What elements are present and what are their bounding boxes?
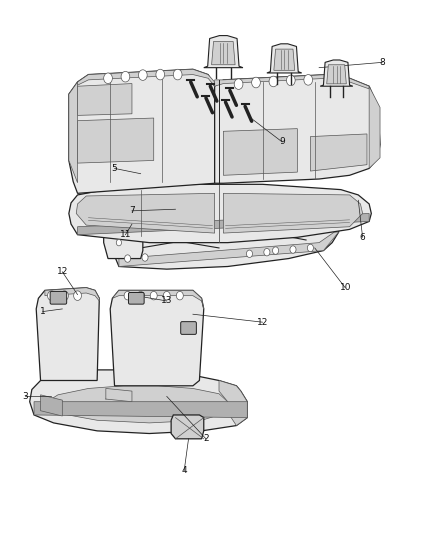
Polygon shape: [119, 232, 339, 266]
Polygon shape: [110, 290, 204, 386]
Circle shape: [156, 69, 165, 80]
Ellipse shape: [113, 207, 131, 236]
Circle shape: [259, 200, 265, 208]
Circle shape: [234, 79, 243, 90]
Circle shape: [146, 206, 152, 213]
Circle shape: [269, 76, 278, 87]
Polygon shape: [311, 134, 367, 171]
Text: 1: 1: [40, 307, 46, 316]
Circle shape: [138, 70, 147, 80]
Text: 4: 4: [181, 466, 187, 475]
Polygon shape: [223, 193, 363, 233]
Text: 12: 12: [257, 318, 268, 327]
Text: 7: 7: [129, 206, 135, 215]
Text: 2: 2: [203, 434, 209, 443]
Polygon shape: [320, 60, 353, 86]
Circle shape: [252, 77, 260, 88]
Circle shape: [247, 250, 253, 257]
Text: 11: 11: [120, 230, 131, 239]
Circle shape: [47, 291, 55, 301]
Polygon shape: [369, 86, 380, 168]
Circle shape: [60, 291, 68, 301]
Polygon shape: [69, 69, 215, 193]
Circle shape: [74, 291, 81, 301]
Text: 8: 8: [379, 58, 385, 67]
Polygon shape: [215, 75, 380, 183]
Text: 13: 13: [161, 296, 173, 305]
Circle shape: [142, 254, 148, 261]
Polygon shape: [171, 415, 204, 439]
Text: 3: 3: [22, 392, 28, 401]
Polygon shape: [223, 128, 297, 175]
Circle shape: [124, 255, 131, 262]
Polygon shape: [219, 381, 247, 425]
Ellipse shape: [154, 216, 180, 237]
Text: 12: 12: [57, 268, 68, 276]
Polygon shape: [110, 195, 339, 269]
Circle shape: [264, 248, 270, 256]
Circle shape: [163, 292, 170, 300]
Circle shape: [304, 75, 313, 85]
Polygon shape: [212, 42, 235, 64]
Polygon shape: [34, 402, 247, 418]
Polygon shape: [274, 49, 295, 70]
Circle shape: [129, 207, 135, 215]
Polygon shape: [78, 84, 132, 115]
Circle shape: [116, 239, 121, 246]
Polygon shape: [327, 64, 346, 84]
Circle shape: [281, 199, 287, 207]
Circle shape: [104, 73, 113, 84]
Ellipse shape: [251, 212, 275, 231]
Polygon shape: [78, 118, 154, 163]
Circle shape: [238, 202, 244, 209]
Polygon shape: [267, 44, 302, 73]
Circle shape: [124, 292, 131, 300]
Polygon shape: [113, 290, 204, 309]
FancyBboxPatch shape: [50, 292, 67, 304]
Polygon shape: [45, 288, 99, 301]
Polygon shape: [104, 187, 143, 259]
Polygon shape: [69, 184, 371, 243]
Polygon shape: [69, 82, 78, 183]
Text: 6: 6: [360, 233, 365, 242]
Circle shape: [150, 292, 157, 300]
Text: 10: 10: [339, 283, 351, 292]
Polygon shape: [78, 69, 215, 86]
Circle shape: [272, 247, 279, 254]
Circle shape: [286, 75, 295, 86]
Text: 5: 5: [112, 164, 117, 173]
Polygon shape: [47, 386, 228, 423]
Circle shape: [290, 246, 296, 253]
FancyBboxPatch shape: [181, 321, 196, 334]
Circle shape: [177, 292, 184, 300]
Polygon shape: [30, 370, 247, 433]
Polygon shape: [215, 75, 369, 89]
FancyBboxPatch shape: [128, 293, 144, 304]
Polygon shape: [36, 288, 99, 381]
Polygon shape: [41, 395, 62, 416]
Circle shape: [121, 71, 130, 82]
Polygon shape: [76, 193, 215, 233]
Circle shape: [137, 292, 144, 300]
Circle shape: [173, 69, 182, 80]
Circle shape: [307, 244, 314, 252]
Text: 9: 9: [279, 138, 285, 147]
Circle shape: [303, 198, 309, 206]
Polygon shape: [204, 36, 243, 68]
Polygon shape: [78, 214, 369, 235]
